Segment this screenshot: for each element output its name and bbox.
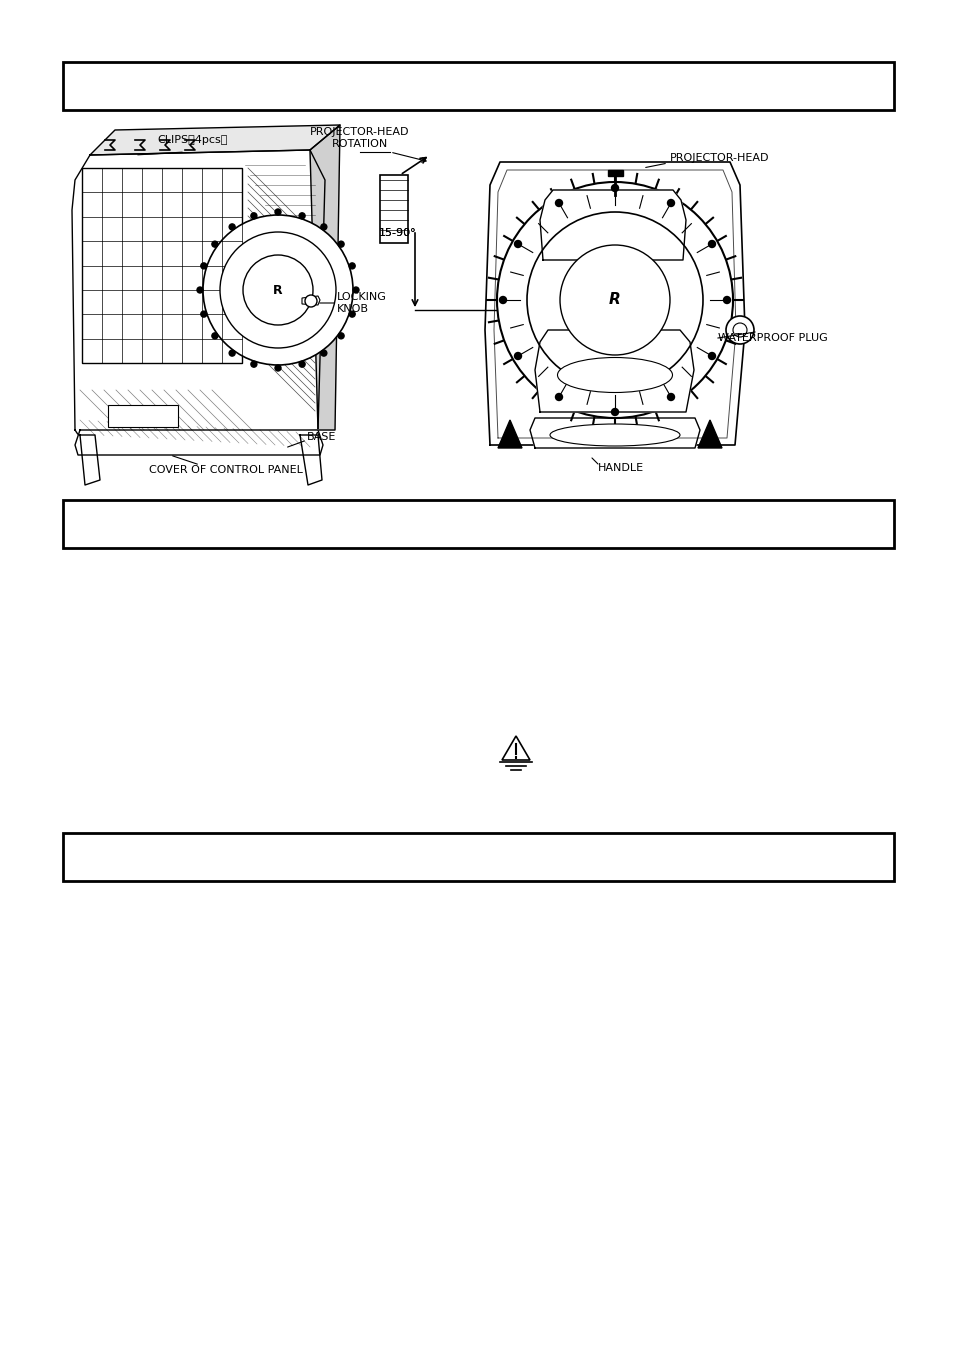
Circle shape xyxy=(201,263,207,269)
Text: COVER OF CONTROL PANEL: COVER OF CONTROL PANEL xyxy=(149,465,303,476)
Bar xyxy=(63,500,893,549)
Circle shape xyxy=(667,200,674,207)
Text: HANDLE: HANDLE xyxy=(598,463,643,473)
Text: R: R xyxy=(608,293,620,308)
Circle shape xyxy=(299,361,305,367)
Circle shape xyxy=(667,393,674,400)
Bar xyxy=(379,176,408,243)
Circle shape xyxy=(611,408,618,416)
Polygon shape xyxy=(501,736,530,761)
Polygon shape xyxy=(484,162,744,444)
Text: 15-90°: 15-90° xyxy=(378,228,416,238)
Circle shape xyxy=(725,316,753,345)
Polygon shape xyxy=(530,417,700,449)
Circle shape xyxy=(337,240,344,247)
Text: LOCKING
KNOB: LOCKING KNOB xyxy=(336,292,387,315)
Bar xyxy=(63,834,893,881)
Polygon shape xyxy=(535,330,693,412)
Circle shape xyxy=(229,224,234,230)
Circle shape xyxy=(299,213,305,219)
Text: BASE: BASE xyxy=(307,432,336,442)
Polygon shape xyxy=(299,435,322,485)
Bar xyxy=(108,405,178,427)
Polygon shape xyxy=(302,296,319,305)
Circle shape xyxy=(305,295,316,307)
Polygon shape xyxy=(80,435,100,485)
Circle shape xyxy=(229,350,234,357)
Circle shape xyxy=(514,240,521,247)
Circle shape xyxy=(555,200,562,207)
Circle shape xyxy=(203,215,353,365)
Circle shape xyxy=(196,286,203,293)
Circle shape xyxy=(722,296,730,304)
Circle shape xyxy=(497,182,732,417)
Circle shape xyxy=(349,263,355,269)
Bar xyxy=(607,170,622,176)
Circle shape xyxy=(514,353,521,359)
Polygon shape xyxy=(90,126,339,155)
Ellipse shape xyxy=(557,358,672,393)
Text: R: R xyxy=(273,284,282,296)
Circle shape xyxy=(251,361,256,367)
Text: PROJECTOR-HEAD
ROTATION: PROJECTOR-HEAD ROTATION xyxy=(310,127,410,150)
Circle shape xyxy=(732,323,746,336)
Polygon shape xyxy=(539,190,685,259)
Text: PROJECTOR-HEAD: PROJECTOR-HEAD xyxy=(669,153,769,163)
Circle shape xyxy=(611,185,618,192)
Bar xyxy=(82,168,242,363)
Circle shape xyxy=(320,224,327,230)
Ellipse shape xyxy=(550,424,679,446)
Circle shape xyxy=(555,393,562,400)
Circle shape xyxy=(559,245,669,355)
Circle shape xyxy=(251,213,256,219)
Polygon shape xyxy=(698,420,721,449)
Circle shape xyxy=(320,350,327,357)
Polygon shape xyxy=(497,420,521,449)
Text: WATERPROOF PLUG: WATERPROOF PLUG xyxy=(718,332,827,343)
Polygon shape xyxy=(71,150,325,444)
Circle shape xyxy=(499,296,506,304)
Text: 15-90°: 15-90° xyxy=(378,228,416,238)
Circle shape xyxy=(526,212,702,388)
Circle shape xyxy=(243,255,313,326)
Circle shape xyxy=(349,311,355,317)
Circle shape xyxy=(212,240,217,247)
Circle shape xyxy=(220,232,335,349)
Circle shape xyxy=(201,311,207,317)
Circle shape xyxy=(212,332,217,339)
Text: CLIPS（4pcs）: CLIPS（4pcs） xyxy=(157,135,228,145)
Bar xyxy=(63,62,893,109)
Polygon shape xyxy=(75,430,323,455)
Circle shape xyxy=(708,353,715,359)
Circle shape xyxy=(353,286,358,293)
Polygon shape xyxy=(310,126,339,430)
Circle shape xyxy=(274,209,281,215)
Circle shape xyxy=(708,240,715,247)
Circle shape xyxy=(337,332,344,339)
Circle shape xyxy=(274,365,281,372)
